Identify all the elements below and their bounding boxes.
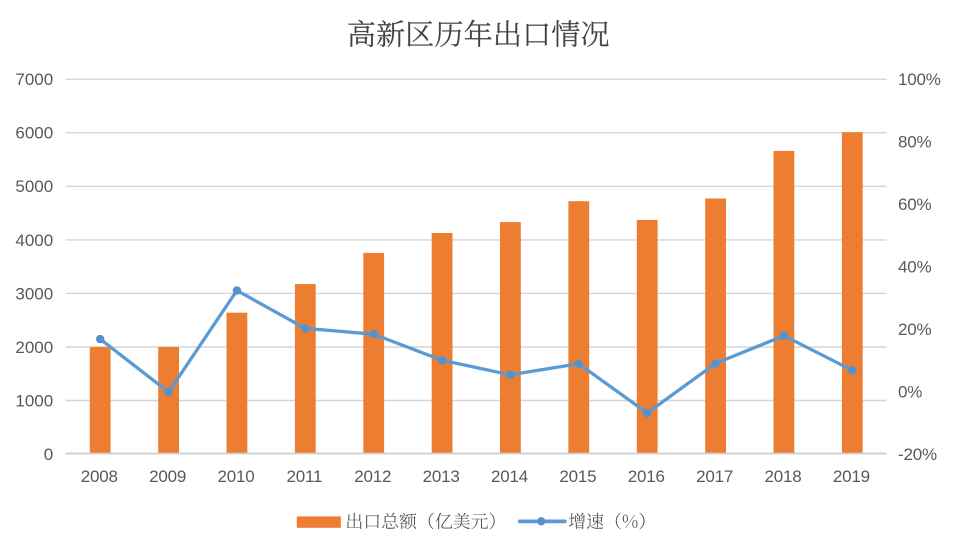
svg-text:80%: 80%	[898, 133, 932, 152]
svg-text:20%: 20%	[898, 320, 932, 339]
svg-text:7000: 7000	[15, 70, 53, 89]
svg-text:4000: 4000	[15, 231, 53, 250]
svg-text:2008: 2008	[81, 467, 118, 486]
svg-text:2015: 2015	[559, 467, 596, 486]
svg-text:1000: 1000	[15, 391, 53, 410]
svg-text:40%: 40%	[898, 258, 932, 277]
svg-text:2009: 2009	[149, 467, 186, 486]
svg-text:-20%: -20%	[898, 445, 937, 464]
svg-text:2017: 2017	[696, 467, 733, 486]
svg-text:0%: 0%	[898, 383, 922, 402]
svg-text:2016: 2016	[628, 467, 665, 486]
svg-text:2000: 2000	[15, 338, 53, 357]
svg-text:2014: 2014	[491, 467, 528, 486]
svg-text:6000: 6000	[15, 124, 53, 143]
svg-text:2019: 2019	[833, 467, 870, 486]
svg-text:2011: 2011	[287, 467, 323, 486]
svg-text:2018: 2018	[765, 467, 802, 486]
svg-text:3000: 3000	[15, 284, 53, 303]
svg-text:2012: 2012	[354, 467, 391, 486]
svg-text:0: 0	[44, 445, 53, 464]
svg-text:5000: 5000	[15, 177, 53, 196]
svg-text:2013: 2013	[423, 467, 460, 486]
svg-text:100%: 100%	[898, 70, 941, 89]
svg-text:2010: 2010	[218, 467, 255, 486]
svg-text:60%: 60%	[898, 195, 932, 214]
